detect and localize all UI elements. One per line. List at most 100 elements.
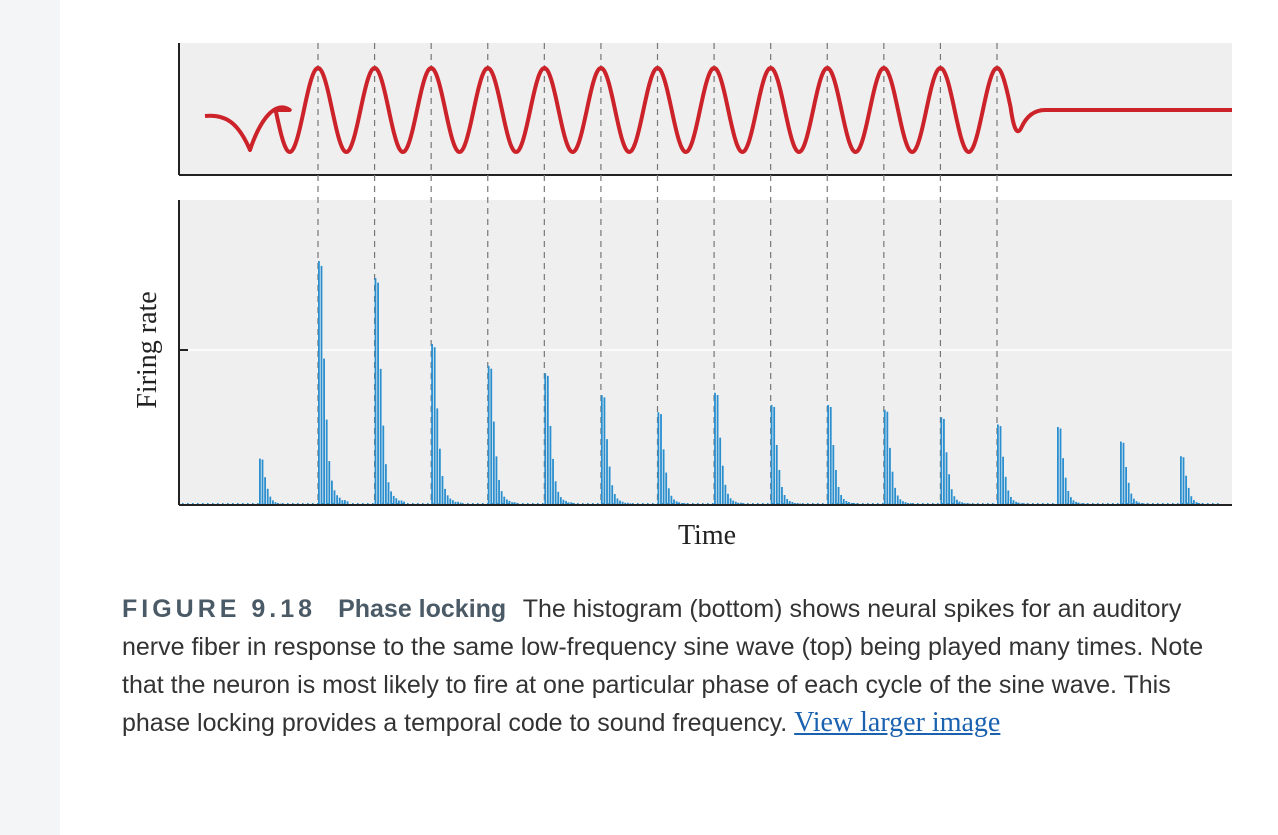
histogram-bar xyxy=(323,358,325,505)
histogram-bar xyxy=(948,474,951,505)
histogram-bar xyxy=(567,502,570,505)
histogram-bar xyxy=(1017,502,1020,505)
figure-title: Phase locking xyxy=(338,595,507,623)
histogram-bar xyxy=(325,419,328,505)
histogram-bar xyxy=(719,437,722,505)
histogram-bar xyxy=(570,502,573,505)
figure-number: FIGURE 9.18 xyxy=(122,595,317,623)
histogram-bar xyxy=(490,368,493,505)
histogram-bar xyxy=(557,491,560,505)
histogram-bar xyxy=(835,469,837,505)
histogram-bar xyxy=(451,500,454,505)
histogram-bar xyxy=(678,502,681,505)
histogram-bar xyxy=(513,502,516,505)
histogram-bar xyxy=(274,502,277,505)
histogram-bar xyxy=(608,466,611,505)
histogram-bar xyxy=(657,412,660,505)
histogram-bar xyxy=(459,502,462,505)
histogram-bar xyxy=(1075,501,1077,505)
histogram-bar xyxy=(721,465,724,505)
histogram-bar xyxy=(1067,490,1070,505)
histogram-bar xyxy=(1193,500,1195,505)
histogram-bar xyxy=(400,500,403,505)
histogram-bar xyxy=(673,499,675,505)
histogram-bar xyxy=(662,449,665,505)
histogram-bar xyxy=(850,502,853,505)
histogram-bar xyxy=(832,444,835,505)
histogram-bar xyxy=(613,494,616,505)
histogram-bar xyxy=(727,493,729,505)
histogram-bar xyxy=(667,488,670,505)
histogram-bar xyxy=(842,498,845,505)
histogram-bar xyxy=(1125,466,1127,505)
histogram-bar xyxy=(956,499,958,505)
histogram-bar xyxy=(999,426,1002,505)
histogram-bar xyxy=(446,495,449,505)
histogram-bar xyxy=(1182,457,1185,505)
y-axis-label: Firing rate xyxy=(132,291,163,408)
histogram-bar xyxy=(600,395,603,505)
histogram-bar xyxy=(1072,500,1075,505)
histogram-bar xyxy=(436,408,439,505)
histogram-bar xyxy=(500,491,503,505)
histogram-bar xyxy=(611,485,614,505)
histogram-bar xyxy=(1135,501,1138,505)
histogram-bar xyxy=(552,458,554,505)
histogram-bar xyxy=(441,476,444,505)
histogram-bar xyxy=(848,501,850,505)
histogram-bar xyxy=(492,421,495,505)
histogram-bar xyxy=(1064,477,1067,505)
histogram-bar xyxy=(729,498,732,505)
histogram-bar xyxy=(374,278,377,505)
histogram-bar xyxy=(1010,496,1012,505)
histogram-bar xyxy=(1057,426,1059,505)
histogram-bar xyxy=(431,343,433,505)
histogram-bar xyxy=(837,486,840,505)
histogram-bar xyxy=(433,347,436,505)
histogram-bar xyxy=(565,501,567,505)
view-larger-image-link[interactable]: View larger image xyxy=(794,707,1001,738)
histogram-bar xyxy=(1007,490,1010,505)
histogram-bar xyxy=(1012,500,1015,505)
histogram-bar xyxy=(390,491,392,505)
histogram-bar xyxy=(487,365,490,505)
histogram-bar xyxy=(1130,493,1133,505)
histogram-bar xyxy=(264,477,266,505)
histogram-bar xyxy=(505,499,508,505)
histogram-bar xyxy=(272,500,274,505)
histogram-bar xyxy=(377,282,379,505)
histogram-bar xyxy=(1120,441,1122,505)
histogram-bar xyxy=(495,456,498,505)
histogram-bar xyxy=(840,494,843,505)
histogram-bar xyxy=(958,501,961,505)
histogram-bar xyxy=(1015,501,1017,505)
histogram-bar xyxy=(940,417,943,505)
histogram-bar xyxy=(950,489,953,505)
histogram-bar xyxy=(670,495,673,505)
histogram-bar xyxy=(1190,496,1193,505)
histogram-bar xyxy=(1180,456,1182,505)
histogram-bar xyxy=(1002,456,1004,505)
histogram-bar xyxy=(392,495,395,505)
histogram-bar xyxy=(624,502,627,505)
sidebar-strip xyxy=(0,0,60,835)
histogram-bar xyxy=(562,499,565,505)
histogram-bar xyxy=(382,425,385,505)
histogram-panel xyxy=(179,200,1232,505)
histogram-bar xyxy=(444,488,446,505)
histogram-bar xyxy=(559,497,562,505)
histogram-bar xyxy=(449,498,452,505)
histogram-bar xyxy=(945,452,948,505)
histogram-bar xyxy=(891,471,894,505)
histogram-bar xyxy=(714,392,716,505)
histogram-bar xyxy=(853,502,856,505)
histogram-bar xyxy=(827,404,830,505)
histogram-bar xyxy=(1133,498,1135,505)
histogram-bar xyxy=(338,497,341,505)
histogram-bar xyxy=(1127,482,1130,505)
histogram-bar xyxy=(896,495,899,505)
histogram-bar xyxy=(740,502,742,505)
phase-locking-chart: Time Firing rate xyxy=(132,43,1232,551)
histogram-bar xyxy=(341,500,344,505)
figure-caption: FIGURE 9.18 Phase locking The histogram (… xyxy=(122,590,1232,742)
